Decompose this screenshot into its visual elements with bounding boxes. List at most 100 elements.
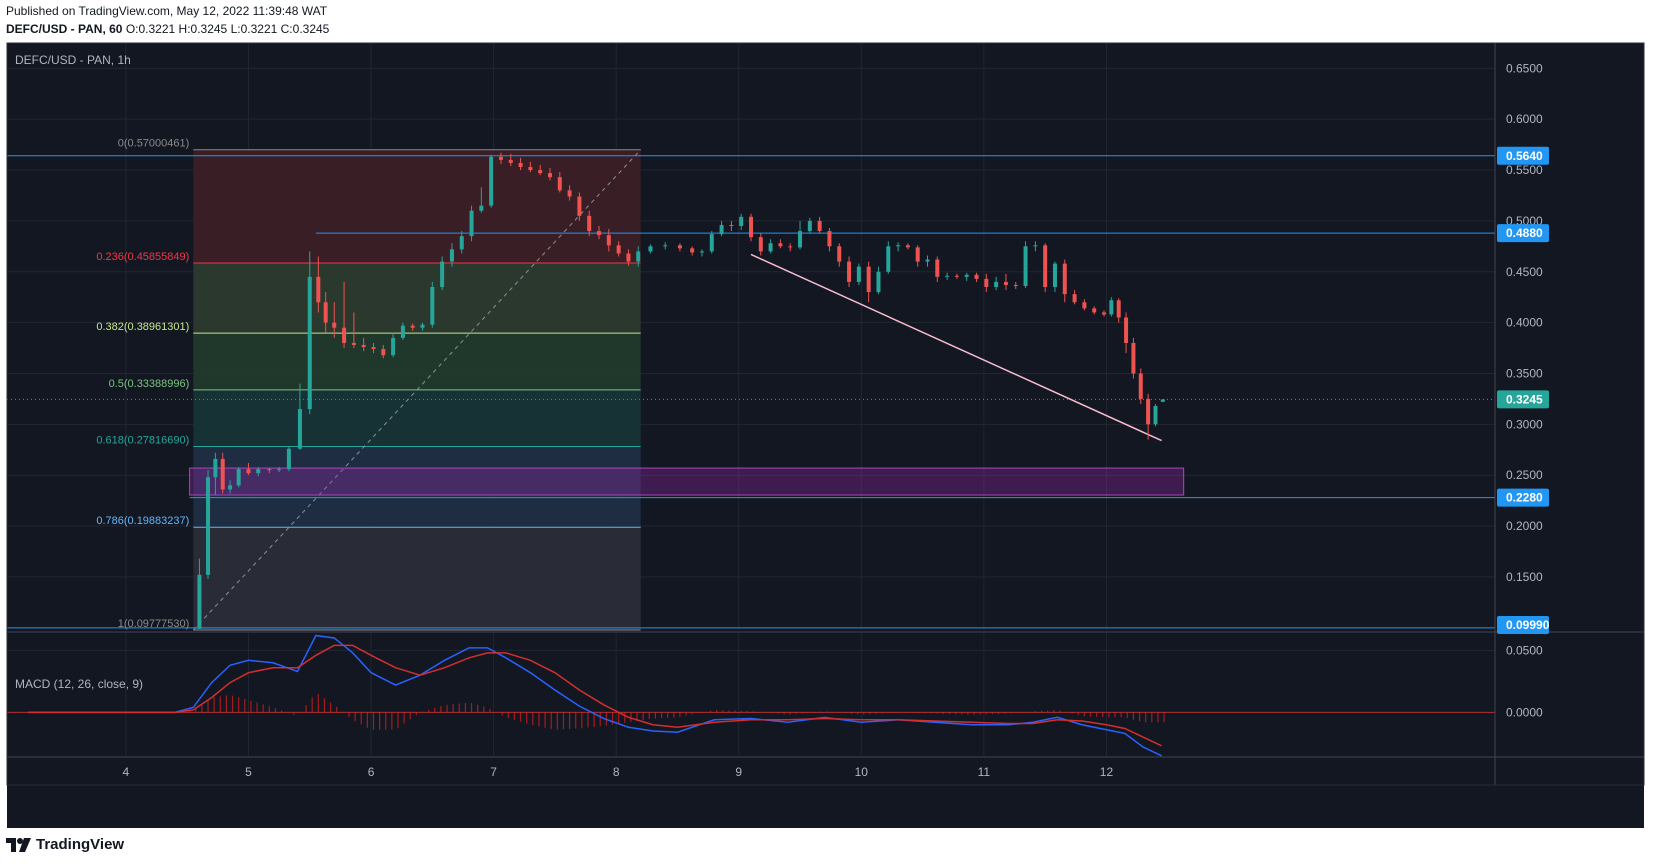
candle-body (915, 247, 920, 262)
candle-body (905, 245, 910, 248)
price-tag-box (1497, 616, 1549, 634)
candle-body (616, 245, 621, 254)
candle-body (954, 275, 959, 277)
candle-body (1033, 245, 1038, 247)
price-tag-label: 0.5640 (1506, 149, 1543, 163)
tradingview-logo[interactable]: TradingView (6, 836, 124, 853)
candle-body (528, 166, 533, 171)
candle-body (606, 235, 611, 246)
candle-body (371, 347, 376, 350)
candle-body (837, 246, 842, 262)
candle-body (677, 245, 682, 249)
candle-body (498, 156, 503, 160)
candle-body (351, 342, 356, 345)
candle-body (1102, 312, 1107, 315)
candle-body (469, 210, 474, 237)
candle-body (778, 243, 783, 247)
ohlc-open: O:0.3221 (125, 22, 176, 36)
fib-band (193, 263, 641, 334)
candle-body (430, 287, 435, 325)
candle-body (420, 324, 425, 328)
candle-body (1160, 399, 1165, 402)
chart-title: DEFC/USD - PAN, 1h (15, 53, 131, 67)
candle-body (758, 237, 763, 252)
candle-body (236, 469, 241, 486)
ohlc-legend: DEFC/USD - PAN, 60 O:0.3221 H:0.3245 L:0… (6, 22, 329, 36)
candle-body (197, 574, 202, 629)
candle-body (587, 215, 592, 232)
candle-body (1092, 308, 1097, 313)
x-tick-label: 9 (735, 765, 742, 779)
y-tick-label: 0.1500 (1506, 570, 1543, 584)
candle-body (626, 253, 631, 262)
candle-body (984, 278, 989, 288)
candle-body (866, 266, 871, 293)
candle-body (807, 220, 812, 232)
price-tag-label: 0.3245 (1506, 392, 1543, 406)
candle-body (332, 322, 337, 328)
candle-body (1072, 294, 1077, 303)
candle-body (213, 458, 218, 478)
candle-body (1043, 245, 1048, 288)
y-tick-label: 0.6000 (1506, 112, 1543, 126)
candle-body (876, 271, 881, 293)
candle-body (663, 245, 668, 247)
logo-text: TradingView (36, 836, 125, 853)
candle-body (449, 249, 454, 262)
fib-level-label: 0.786(0.19883237) (96, 515, 189, 527)
candle-body (648, 246, 653, 252)
candle-body (323, 302, 328, 323)
candle-body (297, 409, 302, 449)
macd-y-tick-label: 0.0500 (1506, 643, 1543, 657)
candle-body (896, 245, 901, 247)
candle-body (964, 274, 969, 277)
candle-body (749, 216, 753, 238)
x-tick-label: 11 (978, 765, 991, 779)
fib-level-label: 1(0.09777530) (118, 618, 190, 630)
ohlc-high: H:0.3245 (178, 22, 228, 36)
y-tick-label: 0.5500 (1506, 163, 1543, 177)
candle-body (228, 485, 233, 490)
candle-body (1003, 281, 1008, 285)
fib-level-label: 0.5(0.33388996) (109, 378, 190, 390)
y-tick-label: 0.4500 (1506, 265, 1543, 279)
candle-body (256, 469, 261, 474)
price-tag-label: 0.2280 (1506, 491, 1543, 505)
candle-body (1109, 300, 1114, 315)
candle-body (798, 231, 803, 248)
candle-body (220, 458, 225, 490)
x-tick-label: 12 (1100, 765, 1114, 779)
fib-band (193, 333, 641, 390)
fib-level-label: 0.382(0.38961301) (96, 321, 189, 333)
macd-y-tick-label: 0.0000 (1506, 705, 1543, 719)
x-tick-label: 7 (490, 765, 497, 779)
candle-body (690, 248, 695, 253)
x-tick-label: 5 (245, 765, 252, 779)
candle-body (410, 325, 415, 328)
candle-body (361, 344, 366, 348)
candle-body (518, 162, 523, 167)
candle-body (1153, 406, 1158, 425)
candle-body (459, 236, 464, 250)
price-tag-label: 0.09990 (1506, 618, 1550, 632)
x-tick-label: 4 (123, 765, 130, 779)
fib-trend-line (192, 149, 642, 631)
fib-level-label: 0(0.57000461) (118, 138, 190, 150)
candle-body (1138, 373, 1143, 399)
candle-body (768, 243, 773, 252)
price-tag-box (1497, 146, 1549, 165)
candle-body (699, 251, 704, 253)
candle-body (381, 349, 386, 356)
publication-info: Published on TradingView.com, May 12, 20… (6, 4, 328, 18)
candle-body (267, 469, 272, 471)
macd-label: MACD (12, 26, close, 9) (15, 677, 143, 691)
candle-body (636, 251, 641, 262)
y-tick-label: 0.6500 (1506, 61, 1543, 75)
candle-body (391, 337, 396, 356)
fib-band (193, 446, 641, 528)
candle-body (277, 469, 282, 471)
candle-body (1023, 246, 1028, 286)
candle-body (557, 177, 562, 191)
candle-body (1131, 342, 1136, 374)
